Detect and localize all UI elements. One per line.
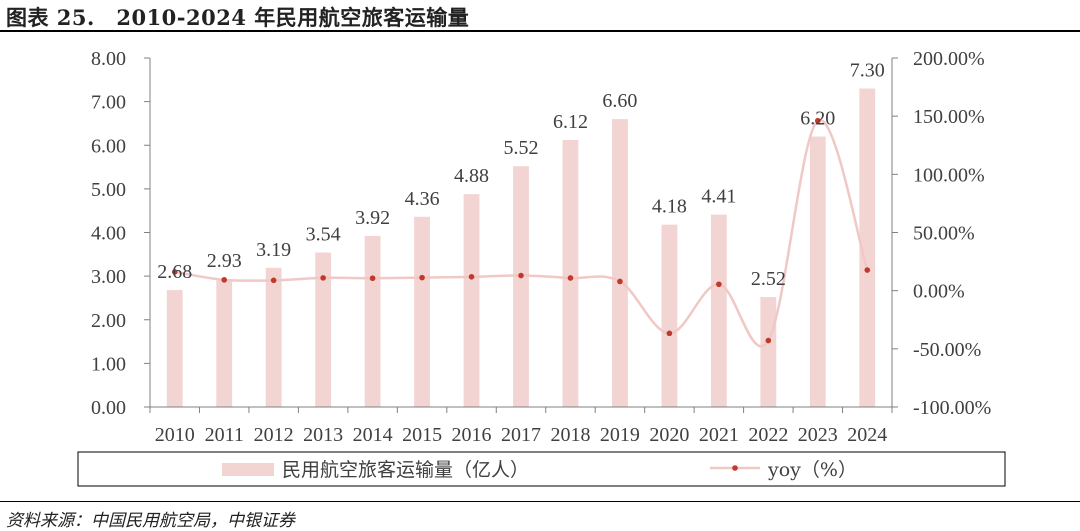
x-tick-label: 2017 [501,424,541,446]
bar-value-label: 4.88 [454,165,489,187]
left-tick-label: 2.00 [91,310,126,332]
x-tick-label: 2011 [205,424,244,446]
yoy-point [567,275,574,281]
left-tick-label: 5.00 [91,179,126,201]
source-rule [0,501,1080,502]
x-tick-label: 2020 [649,424,689,446]
bar-value-label: 3.92 [355,207,390,229]
bar [166,290,183,407]
x-tick-label: 2015 [402,424,442,446]
yoy-point [815,117,821,124]
yoy-point [518,272,524,279]
right-tick-label: 0.00% [913,281,965,303]
yoy-point [468,274,475,280]
left-tick-label: 1.00 [91,353,126,375]
x-tick-label: 2010 [155,424,195,446]
yoy-point [270,277,277,284]
bar [315,252,332,407]
yoy-point [320,275,326,281]
right-tick-label: 150.00% [913,106,985,128]
bar [216,279,233,407]
left-axis: 0.00 1.00 2.00 3.00 4.00 5.00 6.00 7.00 8.00 [91,48,151,419]
bar-value-label: 2.52 [751,268,786,290]
left-tick-label: 4.00 [91,223,126,245]
left-tick-label: 8.00 [91,48,126,70]
x-tick-label: 2024 [847,424,887,446]
left-tick-label: 7.00 [91,92,126,114]
yoy-line-series [171,117,871,348]
bar [612,119,628,407]
yoy-point [221,277,227,283]
bar-value-label: 4.18 [652,196,687,218]
x-tick-label: 2018 [550,424,590,446]
x-tick-label: 2013 [303,424,343,446]
legend-line-label: yoy（%） [767,459,857,481]
x-tick-label: 2023 [798,424,838,446]
bar [661,224,678,407]
bar-value-label: 6.60 [602,90,637,112]
bar [562,140,579,407]
bar-value-label: 2.68 [157,261,192,283]
legend-box [77,451,1006,487]
yoy-point [864,267,871,273]
source-note: 资料来源：中国民用航空局，中银证券 [6,511,295,531]
bar [265,267,282,407]
right-tick-label: -50.00% [913,339,981,361]
yoy-point [716,281,722,288]
bar-value-label: 5.52 [504,137,539,159]
yoy-point [617,278,623,285]
x-axis: 2010 2011 2012 2013 2014 2015 2016 2017 2018 2019… [149,406,893,446]
bar-value-label: 6.12 [553,111,588,133]
bar-value-label: 4.36 [405,188,440,210]
bar [414,216,430,407]
yoy-point [765,337,772,344]
left-tick-label: 6.00 [91,135,126,157]
yoy-point [369,275,376,282]
yoy-point [419,274,425,281]
bar [463,194,480,407]
x-tick-label: 2022 [748,424,788,446]
bar [710,214,727,407]
bar-value-label: 3.54 [306,224,341,246]
x-tick-label: 2021 [699,424,739,446]
bar-value-label: 3.19 [256,239,291,261]
bar [859,88,876,407]
bar-value-label: 6.20 [800,108,835,130]
x-tick-label: 2012 [254,424,294,446]
legend-bar-label: 民用航空旅客运输量（亿人） [282,459,529,481]
yoy-point [171,269,178,275]
bar-value-label: 2.93 [207,250,242,272]
right-tick-label: -100.00% [913,397,991,419]
bar-value-label: 4.41 [701,186,736,208]
data-labels: 2.68 2.93 3.19 3.54 3.92 4.36 4.88 5.52 6.12 6.60… [157,60,885,291]
bar [809,136,826,407]
x-tick-label: 2016 [452,424,492,446]
bar [513,166,529,407]
bar [364,235,381,407]
left-tick-label: 0.00 [91,397,126,419]
legend-line-marker [732,465,738,471]
yoy-point [666,330,673,337]
bar-value-label: 7.30 [850,60,885,82]
right-tick-label: 50.00% [913,223,975,245]
legend-bar-swatch [222,463,274,476]
figure-title: 图表 25. 2010-2024 年民用航空旅客运输量 [6,5,470,30]
title-rule [0,30,1080,32]
legend: 民用航空旅客运输量（亿人） yoy（%） [77,451,1006,487]
bar [760,297,777,407]
right-tick-label: 100.00% [913,164,985,186]
right-tick-label: 200.00% [913,48,985,70]
x-tick-label: 2014 [353,424,393,446]
left-tick-label: 3.00 [91,266,126,288]
x-tick-label: 2019 [600,424,640,446]
right-axis: -100.00% -50.00% 0.00% 50.00% 100.00% 150.00%… [891,48,991,419]
